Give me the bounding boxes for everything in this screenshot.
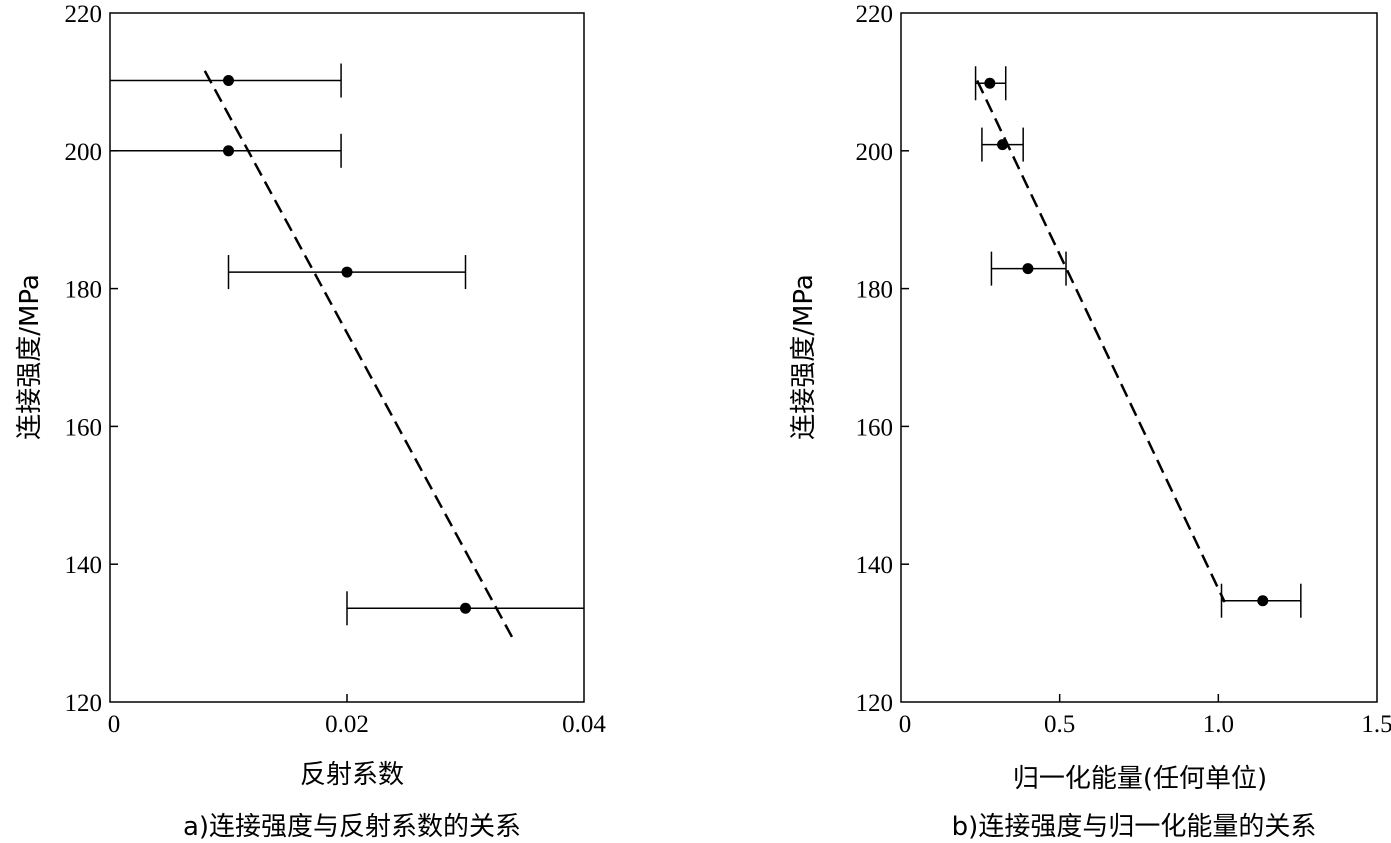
caption-b: b)连接强度与归一化能量的关系 [952, 812, 1317, 842]
y-tick-label: 200 [856, 139, 894, 166]
x-axis-title-a: 反射系数 [300, 760, 404, 790]
x-tick-label: 1.0 [1203, 711, 1234, 738]
caption-a: a)连接强度与反射系数的关系 [183, 812, 521, 842]
axis-ticks-b: 120 140 160 180 200 220 0 0.5 1.0 1.5 [856, 1, 1391, 738]
y-tick-label: 220 [65, 1, 103, 28]
data-point [984, 77, 996, 89]
y-tick-label: 180 [856, 277, 894, 304]
y-tick-label: 200 [65, 139, 103, 166]
x-tick-label: 0 [899, 711, 912, 738]
chart-panel-b: 120 140 160 180 200 220 0 0.5 1.0 1.5 归一化能量(任何单位)… [789, 1, 1391, 842]
x-tick-label: 0.5 [1044, 711, 1075, 738]
y-tick-label: 180 [65, 277, 103, 304]
x-tick-label: 0 [108, 711, 121, 738]
data-points-a [110, 63, 584, 626]
y-tick-label: 140 [856, 552, 894, 579]
data-point [460, 602, 471, 614]
data-point [1257, 595, 1269, 607]
data-point [223, 145, 234, 157]
data-point [997, 139, 1009, 151]
y-axis-title-a: 连接强度/MPa [15, 274, 45, 440]
data-points-b [974, 66, 1302, 618]
y-axis-title-b: 连接强度/MPa [789, 274, 819, 440]
y-tick-label: 120 [856, 690, 894, 717]
x-tick-label: 1.5 [1361, 711, 1391, 738]
fit-line-b [976, 79, 1226, 603]
fit-line-a [203, 70, 514, 640]
y-tick-label: 140 [65, 552, 103, 579]
x-axis-title-b: 归一化能量(任何单位) [1013, 764, 1267, 794]
x-tick-label: 0.02 [325, 711, 369, 738]
y-tick-label: 220 [856, 1, 894, 28]
plot-frame-b [900, 12, 1378, 703]
x-tick-label: 0.04 [562, 711, 606, 738]
data-point [223, 75, 234, 87]
y-tick-label: 160 [856, 414, 894, 441]
data-point [341, 266, 353, 278]
y-tick-label: 120 [65, 690, 103, 717]
axis-ticks-a: 120 140 160 180 200 220 0 0.02 0.04 [65, 1, 607, 738]
y-tick-label: 160 [65, 414, 103, 441]
chart-panel-a: 120 140 160 180 200 220 0 0.02 0.04 反射系数 连接强度/MP… [15, 1, 606, 842]
data-point [1022, 263, 1034, 275]
